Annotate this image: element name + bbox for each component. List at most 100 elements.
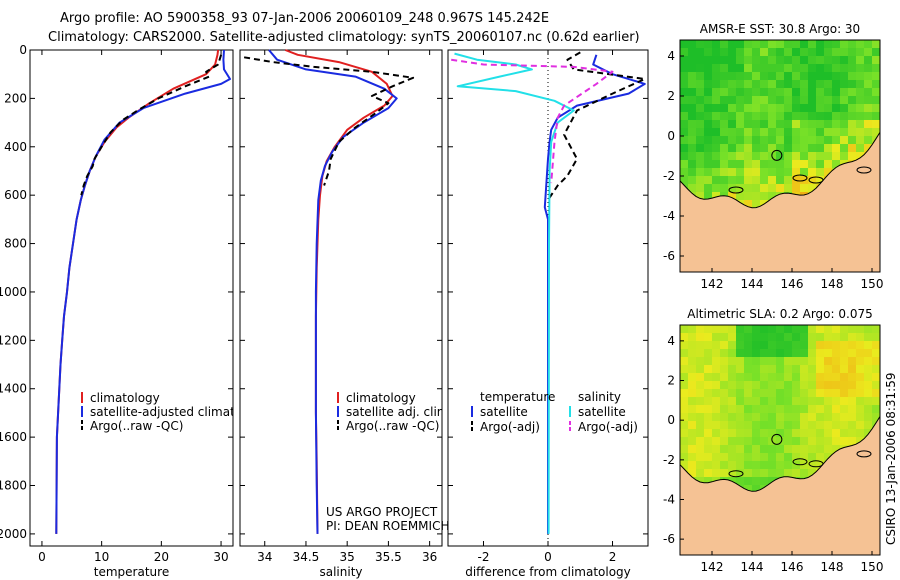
map-cell [784,160,793,169]
map-cell [784,40,793,49]
map-cell [816,413,825,422]
map-cell [760,176,769,185]
map-cell [824,120,833,129]
map-cell [680,64,689,73]
credit-project: US ARGO PROJECT [326,505,438,519]
map-cell [752,333,761,342]
map-cell [712,88,721,97]
map-cell [680,429,689,438]
map-cell [704,176,713,185]
map-cell [856,64,865,73]
map-y-tick-label: -2 [663,169,675,183]
map-cell [800,40,809,49]
map-cell [832,397,841,406]
island-outline [856,450,872,458]
map-cell [688,453,697,462]
map-cell [704,136,713,145]
map-cell [808,469,817,478]
credit-pi: PI: DEAN ROEMMICH [326,519,449,533]
map-cell [696,373,705,382]
map-cell [680,176,689,185]
map-cell [872,80,880,89]
map-cell [728,469,737,478]
map-cell [744,96,753,105]
map-cell [784,389,793,398]
map-cell [720,96,729,105]
map-cell [816,341,825,350]
map-cell [856,325,865,334]
map-cell [760,477,769,486]
map-cell [680,128,689,137]
map-cell [848,437,857,446]
map-cell [696,413,705,422]
map-cell [736,453,745,462]
island-outline [792,174,808,182]
map-cell [680,48,689,57]
map-cell [712,104,721,113]
map-cell [736,389,745,398]
map-cell [872,40,880,49]
map-cell [768,445,777,454]
map-cell [704,357,713,366]
map-cell [744,176,753,185]
map-cell [744,40,753,49]
map-cell [720,56,729,65]
map-cell [688,184,697,193]
map-cell [864,325,873,334]
map-cell [760,341,769,350]
map-cell [856,120,865,129]
map-cell [816,453,825,462]
y-tick-label: 1800 [0,479,27,493]
map-cell [816,40,825,49]
map-x-tick-label: 150 [861,277,884,291]
map-cell [720,349,729,358]
map-cell [776,104,785,113]
map-cell [688,437,697,446]
x-tick-label: 34 [257,550,272,564]
map-cell [808,389,817,398]
map-cell [856,72,865,81]
map-cell [768,341,777,350]
map-cell [728,437,737,446]
island-outline [728,186,744,194]
map-cell [864,333,873,342]
map-cell [752,381,761,390]
map-cell [736,429,745,438]
map-cell [752,64,761,73]
map-cell [816,64,825,73]
map-cell [832,144,841,153]
map-cell [856,389,865,398]
map-cell [736,152,745,161]
map-cell [736,64,745,73]
map-cell [840,120,849,129]
map-cell [808,152,817,161]
map-cell [768,325,777,334]
map-cell [736,72,745,81]
map-cell [816,88,825,97]
map-cell [776,64,785,73]
map-cell [736,445,745,454]
map-cell [800,453,809,462]
map-cell [776,341,785,350]
x-tick-label: 36 [422,550,437,564]
map-cell [728,325,737,334]
map-cell [720,453,729,462]
map-cell [680,120,689,129]
map-x-tick-label: 144 [741,560,764,574]
map-cell [816,144,825,153]
map-cell [840,144,849,153]
island-outline [808,176,824,184]
map-cell [784,56,793,65]
map-cell [752,413,761,422]
map-cell [848,56,857,65]
y-tick-label: 1200 [0,333,27,347]
map-cell [760,120,769,129]
map-cell [736,104,745,113]
map-cell [808,176,817,185]
map-cell [824,333,833,342]
map-cell [784,72,793,81]
map-cell [832,120,841,129]
map-cell [712,469,721,478]
map-cell [712,96,721,105]
map-cell [712,80,721,89]
